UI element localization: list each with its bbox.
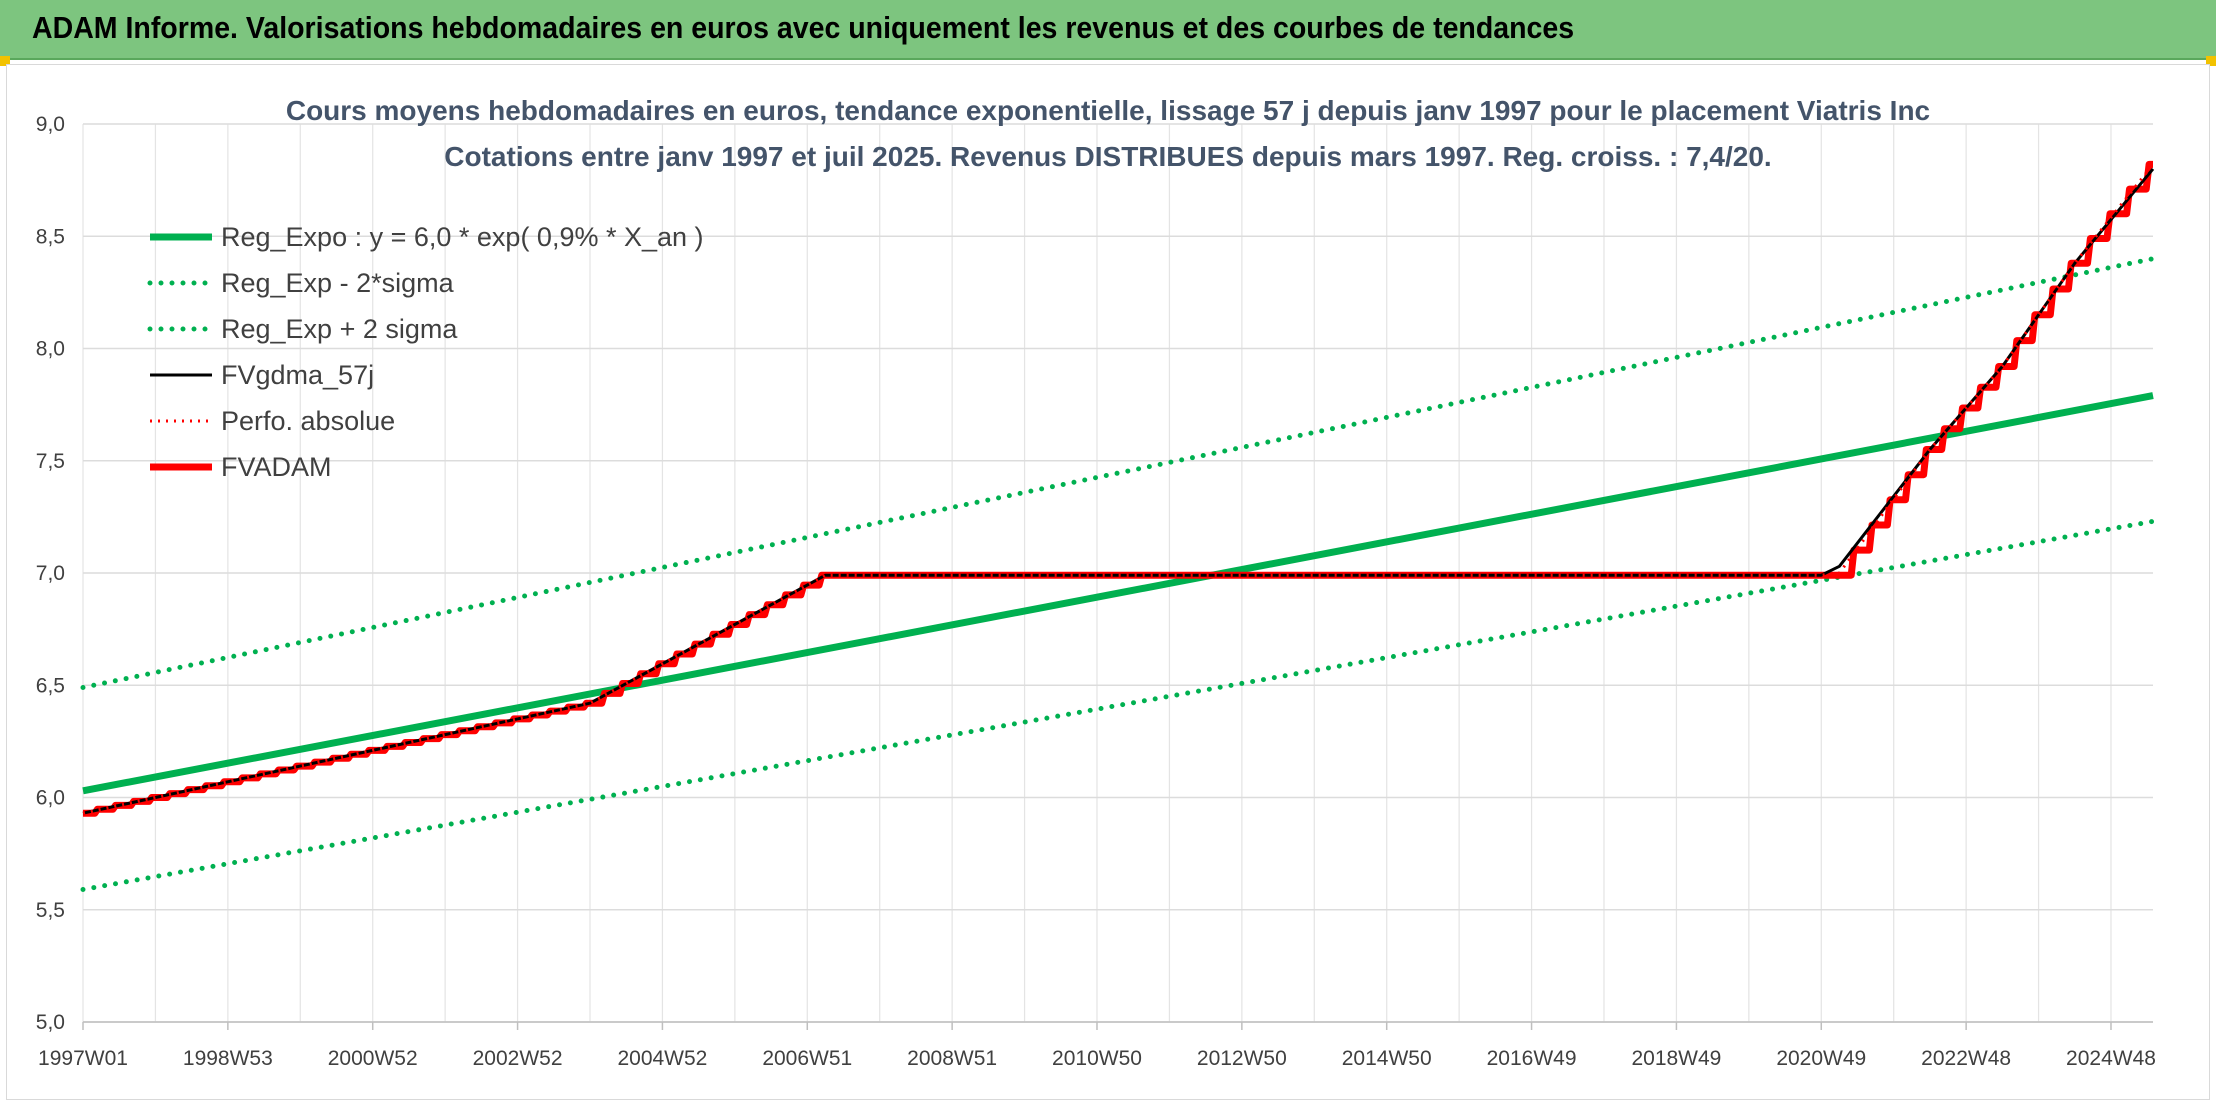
series-line-5 — [83, 160, 2153, 817]
x-tick-label: 2012W50 — [1197, 1047, 1287, 1070]
y-tick-label: 6,5 — [36, 674, 65, 697]
y-tick-label: 9,0 — [36, 113, 65, 136]
legend-label: FVADAM — [221, 452, 332, 482]
report-title: ADAM Informe. Valorisations hebdomadaire… — [32, 10, 1575, 45]
x-tick-label: 1998W53 — [183, 1047, 273, 1070]
y-tick-label: 7,5 — [36, 450, 65, 473]
x-tick-label: 2004W52 — [617, 1047, 707, 1070]
x-tick-label: 2002W52 — [473, 1047, 563, 1070]
x-tick-label: 2020W49 — [1776, 1047, 1866, 1070]
x-tick-label: 2018W49 — [1631, 1047, 1721, 1070]
series-line-2 — [80, 256, 2156, 690]
y-tick-label: 5,0 — [36, 1011, 65, 1034]
x-tick-label: 1997W01 — [38, 1047, 128, 1070]
x-tick-label: 2016W49 — [1487, 1047, 1577, 1070]
legend-label: FVgdma_57j — [221, 360, 374, 390]
y-tick-label: 5,5 — [36, 899, 65, 922]
chart-title-line: Cotations entre janv 1997 et juil 2025. … — [444, 141, 1771, 172]
legend-label: Reg_Exp - 2*sigma — [221, 268, 455, 298]
chart-title-line: Cours moyens hebdomadaires en euros, ten… — [286, 95, 1930, 126]
corner-marker-left — [0, 56, 10, 66]
legend-label: Reg_Expo : y = 6,0 * exp( 0,9% * X_an ) — [221, 222, 704, 252]
x-tick-label: 2008W51 — [907, 1047, 997, 1070]
corner-marker-right — [2206, 56, 2216, 66]
x-tick-label: 2024W48 — [2066, 1047, 2156, 1070]
x-tick-label: 2006W51 — [762, 1047, 852, 1070]
x-tick-label: 2022W48 — [1921, 1047, 2011, 1070]
legend-label: Perfo. absolue — [221, 406, 395, 436]
series-line-0 — [82, 392, 2154, 795]
x-tick-label: 2010W50 — [1052, 1047, 1142, 1070]
series-line-3 — [82, 167, 2155, 815]
y-tick-label: 8,0 — [36, 338, 65, 361]
x-tick-label: 2014W50 — [1342, 1047, 1432, 1070]
y-tick-label: 8,5 — [36, 225, 65, 248]
series-line-1 — [80, 518, 2156, 892]
report-header: ADAM Informe. Valorisations hebdomadaire… — [0, 0, 2216, 60]
legend-label: Reg_Exp + 2 sigma — [221, 314, 458, 344]
series-line-4 — [82, 163, 2155, 815]
x-tick-label: 2000W52 — [328, 1047, 418, 1070]
y-tick-label: 7,0 — [36, 562, 65, 585]
y-tick-label: 6,0 — [36, 787, 65, 810]
